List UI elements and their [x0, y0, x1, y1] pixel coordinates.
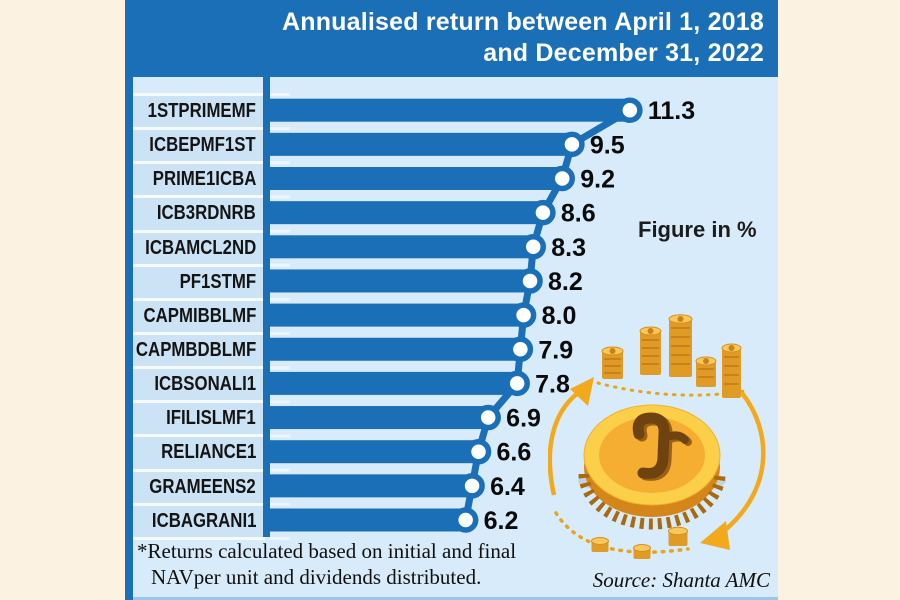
category-label-cell: ICBAMCL2ND: [133, 229, 265, 264]
bar-end-marker: [530, 199, 556, 226]
category-label-cell: ICB3RDNRB: [133, 195, 265, 230]
value-label: 9.5: [590, 131, 625, 159]
bar: [270, 474, 473, 498]
category-label-cell: PRIME1ICBA: [133, 161, 265, 196]
category-label-cell: PF1STMF: [133, 263, 265, 298]
value-label: 6.2: [484, 507, 519, 535]
category-label-column: 1STPRIMEMF ICBEPMF1ST PRIME1ICBA ICB3RDNRB I…: [133, 93, 265, 540]
left-accent-strip: [125, 0, 133, 600]
bar: [270, 98, 630, 122]
bar: [270, 167, 563, 190]
taka-coin-icon: [578, 404, 726, 530]
category-label-cell: 1STPRIMEMF: [133, 93, 265, 128]
coin-stack-icon: [639, 326, 662, 375]
coin-stack-icon: [601, 346, 624, 379]
value-label: 6.6: [497, 439, 532, 467]
value-label: 11.3: [648, 97, 695, 125]
chart-title: Annualised return between April 1, 2018 …: [125, 0, 778, 77]
dotted-path-top-icon: [596, 381, 746, 397]
bar: [270, 132, 572, 156]
bar-end-marker: [507, 336, 534, 362]
bar-end-marker: [475, 404, 501, 431]
category-label: IFILISLMF1: [166, 407, 256, 430]
small-coins-icon: [591, 526, 688, 559]
coin-stack-icon: [721, 343, 742, 398]
bar-end-marker: [520, 234, 547, 260]
category-label: ICBSONALI1: [154, 373, 256, 396]
chart-title-line1: Annualised return between April 1, 2018: [281, 8, 764, 36]
category-label-cell: CAPMBDBLMF: [133, 331, 265, 367]
category-label: GRAMEENS2: [149, 475, 256, 498]
chart-panel: 1STPRIMEMF ICBEPMF1ST PRIME1ICBA ICB3RDNRB I…: [133, 77, 778, 600]
chart-title-line2: and December 31, 2022: [483, 39, 764, 67]
footnote-line2: NAVper unit and dividends distributed.: [151, 565, 482, 589]
cycle-arrow-left-icon: [548, 377, 594, 496]
source-credit: Source: Shanta AMC: [592, 568, 770, 592]
category-label: ICBAMCL2ND: [144, 236, 256, 259]
category-label: PF1STMF: [179, 270, 256, 293]
category-label-cell: RELIANCE1: [133, 434, 265, 469]
footnote-line1: *Returns calculated based on initial and…: [137, 539, 517, 563]
bar: [270, 371, 518, 395]
value-label: 8.3: [551, 234, 586, 262]
cycle-arrow-right-icon: [700, 391, 766, 550]
bar-end-marker: [465, 438, 492, 465]
money-cycle-illustration: [548, 314, 766, 559]
bar-end-marker: [459, 473, 485, 499]
category-label: CAPMIBBLMF: [143, 304, 256, 327]
bar: [270, 406, 489, 430]
bar-end-marker: [559, 131, 585, 158]
bar: [270, 303, 524, 327]
coin-stack-icon: [668, 314, 693, 377]
category-label-cell: ICBSONALI1: [133, 366, 265, 401]
category-label: PRIME1ICBA: [152, 168, 256, 191]
bar: [270, 235, 534, 259]
coin-stack-icon: [695, 356, 717, 387]
category-label-cell: ICBEPMF1ST: [133, 127, 265, 162]
category-label: ICB3RDNRB: [157, 202, 256, 225]
bar: [270, 201, 543, 225]
value-label: 6.9: [506, 405, 541, 433]
bar-chart-plot: 11.3 9.5 9.2 8.6 8.3 8.2 8.0 7.9 7.8 6.9 6.6 6.4 6.2: [263, 77, 695, 540]
bar: [270, 508, 466, 532]
category-label-cell: GRAMEENS2: [133, 468, 265, 503]
footnote: *Returns calculated based on initial and…: [137, 538, 516, 590]
value-label: 7.9: [538, 336, 573, 364]
bar-end-marker: [517, 268, 543, 294]
bar: [270, 337, 521, 361]
bar-end-marker: [504, 370, 530, 397]
category-label-cell: ICBAGRANI1: [133, 502, 265, 537]
axis-line: [263, 77, 270, 537]
value-label: 8.2: [548, 268, 583, 296]
category-label: ICBEPMF1ST: [149, 134, 256, 157]
figure-note: Figure in %: [638, 217, 757, 242]
category-label-cell: IFILISLMF1: [133, 400, 265, 435]
category-label-cell: CAPMIBBLMF: [133, 297, 265, 332]
bar-end-marker: [510, 302, 537, 328]
category-label: CAPMBDBLMF: [135, 339, 256, 362]
value-label: 7.8: [535, 370, 570, 398]
bar: [270, 440, 479, 464]
category-label: 1STPRIMEMF: [147, 100, 256, 123]
value-label: 8.6: [561, 200, 596, 228]
bar-end-marker: [617, 97, 643, 123]
value-label: 9.2: [580, 166, 615, 194]
bar-end-marker: [452, 507, 479, 533]
bar-end-marker: [549, 165, 575, 192]
category-label: ICBAGRANI1: [151, 509, 256, 532]
value-label: 8.0: [542, 302, 577, 330]
value-label: 6.4: [490, 473, 525, 501]
bar: [270, 269, 531, 293]
category-label: RELIANCE1: [160, 441, 256, 464]
